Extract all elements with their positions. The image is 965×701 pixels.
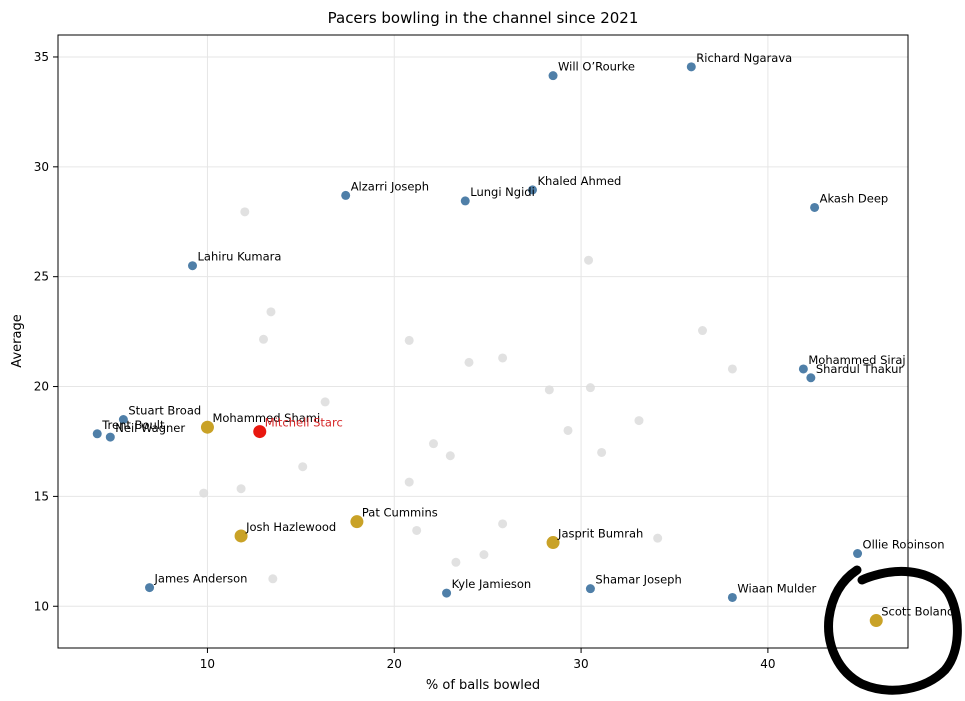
point-label: Shardul Thakur xyxy=(816,362,904,376)
data-point xyxy=(442,588,452,598)
data-point xyxy=(200,420,214,434)
background-point xyxy=(544,385,554,395)
background-point xyxy=(451,557,461,567)
background-point xyxy=(266,307,276,317)
data-point xyxy=(853,549,863,559)
background-point xyxy=(412,525,422,535)
point-label: Alzarri Joseph xyxy=(351,179,429,193)
background-point xyxy=(597,447,607,457)
background-point xyxy=(464,357,474,367)
y-tick-label: 25 xyxy=(34,270,49,284)
data-point xyxy=(105,432,115,442)
background-point xyxy=(258,334,268,344)
highlight-point xyxy=(253,425,267,439)
point-label: Mitchell Starc xyxy=(265,416,343,430)
point-label: Neil Wagner xyxy=(115,421,185,435)
background-point xyxy=(584,255,594,265)
data-point xyxy=(585,584,595,594)
background-point xyxy=(240,207,250,217)
data-point xyxy=(806,373,816,383)
point-label: Wiaan Mulder xyxy=(737,581,816,595)
data-point xyxy=(810,202,820,212)
x-tick-label: 30 xyxy=(573,657,588,671)
y-tick-label: 10 xyxy=(34,599,49,613)
data-point xyxy=(188,261,198,271)
data-point xyxy=(92,429,102,439)
point-label: Akash Deep xyxy=(820,191,889,205)
x-tick-label: 40 xyxy=(760,657,775,671)
x-axis: 10 20 30 40 xyxy=(200,648,776,671)
point-label: Ollie Robinson xyxy=(863,538,945,552)
background-point xyxy=(428,439,438,449)
background-point xyxy=(404,335,414,345)
point-label: Richard Ngarava xyxy=(696,51,792,65)
data-points xyxy=(92,62,883,628)
data-point xyxy=(798,364,808,374)
plot-frame xyxy=(57,34,909,649)
y-tick-label: 15 xyxy=(34,489,49,503)
point-label: Trent Boult xyxy=(101,418,165,432)
data-point xyxy=(528,185,538,195)
chart-title: Pacers bowling in the channel since 2021 xyxy=(328,9,639,27)
data-point xyxy=(145,583,155,593)
point-label: Khaled Ahmed xyxy=(538,174,622,188)
y-tick-label: 20 xyxy=(34,380,49,394)
data-point xyxy=(546,536,560,550)
data-point xyxy=(118,414,128,424)
background-point xyxy=(634,416,644,426)
point-label: Stuart Broad xyxy=(128,403,201,417)
point-label: Will O’Rourke xyxy=(558,60,635,74)
y-tick-label: 35 xyxy=(34,50,49,64)
background-point xyxy=(236,484,246,494)
point-label: Kyle Jamieson xyxy=(452,577,532,591)
x-axis-title: % of balls bowled xyxy=(426,678,540,693)
point-label: James Anderson xyxy=(154,572,248,586)
background-point xyxy=(404,477,414,487)
point-label: Mohammed Siraj xyxy=(808,353,905,367)
background-point xyxy=(727,364,737,374)
data-point xyxy=(350,515,364,529)
background-point xyxy=(698,326,708,336)
data-point xyxy=(341,190,351,200)
point-label: Jasprit Bumrah xyxy=(557,527,643,541)
point-label: Lungi Ngidi xyxy=(470,185,535,199)
point-label: Josh Hazlewood xyxy=(245,520,336,534)
point-label: Scott Boland xyxy=(881,605,954,619)
background-point xyxy=(653,533,663,543)
data-point xyxy=(548,71,558,81)
y-axis-title: Average xyxy=(10,314,25,367)
x-tick-label: 20 xyxy=(387,657,402,671)
data-point xyxy=(686,62,696,72)
background-point xyxy=(498,353,508,363)
background-point xyxy=(498,519,508,529)
background-point xyxy=(585,383,595,393)
hand-drawn-circle-annotation xyxy=(824,565,962,695)
x-tick-label: 10 xyxy=(200,657,215,671)
background-points xyxy=(199,207,737,584)
data-point xyxy=(869,614,883,628)
point-label: Pat Cummins xyxy=(362,506,438,520)
y-axis: 10 15 20 25 30 35 xyxy=(34,50,58,613)
background-point xyxy=(199,488,209,498)
background-point xyxy=(563,425,573,435)
point-labels: Richard Ngarava Will O’Rourke Khaled Ahmed… xyxy=(101,51,954,619)
data-point xyxy=(460,196,470,206)
grid-lines xyxy=(58,35,908,648)
y-tick-label: 30 xyxy=(34,160,49,174)
background-point xyxy=(298,462,308,472)
data-point xyxy=(234,529,248,543)
background-point xyxy=(268,574,278,584)
data-point xyxy=(727,592,737,602)
point-label: Mohammed Shami xyxy=(212,411,320,425)
background-point xyxy=(479,550,489,560)
background-point xyxy=(445,451,455,461)
point-label: Shamar Joseph xyxy=(595,573,681,587)
point-label: Lahiru Kumara xyxy=(198,250,282,264)
background-point xyxy=(320,397,330,407)
